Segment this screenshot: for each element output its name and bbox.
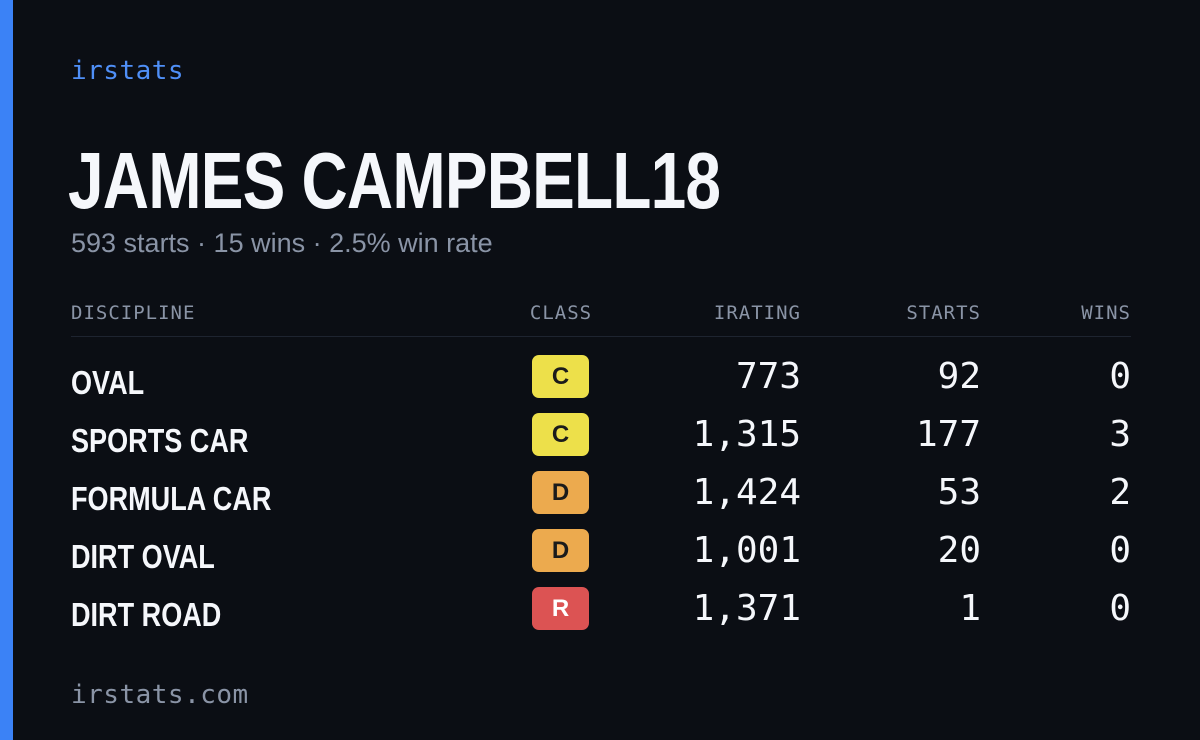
irating-value: 1,424 <box>692 472 801 513</box>
driver-summary: 593 starts · 15 wins · 2.5% win rate <box>71 228 493 258</box>
starts-value: 53 <box>937 472 981 513</box>
wins-value: 2 <box>1109 472 1131 513</box>
table-row: DIRT ROAD R 1,371 1 0 <box>71 585 1131 643</box>
table-row: SPORTS CAR C 1,315 177 3 <box>71 411 1131 469</box>
class-badge: C <box>532 413 589 456</box>
irating-value: 1,315 <box>692 414 801 455</box>
stats-table: DISCIPLINE CLASS IRATING STARTS WINS OVA… <box>71 300 1131 643</box>
wins-value: 0 <box>1109 356 1131 397</box>
discipline-name: OVAL <box>71 364 145 401</box>
header-irating: IRATING <box>713 302 801 324</box>
class-badge: D <box>532 529 589 572</box>
header-wins: WINS <box>1081 302 1131 324</box>
footer-url: irstats.com <box>71 680 249 710</box>
accent-bar <box>0 0 13 740</box>
header-discipline: DISCIPLINE <box>71 302 196 324</box>
discipline-name: FORMULA CAR <box>71 480 272 517</box>
table-header: DISCIPLINE CLASS IRATING STARTS WINS <box>71 300 1131 337</box>
wins-value: 0 <box>1109 588 1131 629</box>
class-badge: R <box>532 587 589 630</box>
header-class: CLASS <box>529 302 593 324</box>
irating-value: 1,371 <box>692 588 801 629</box>
starts-value: 20 <box>937 530 981 571</box>
header-starts: STARTS <box>906 302 981 324</box>
table-row: DIRT OVAL D 1,001 20 0 <box>71 527 1131 585</box>
irating-value: 1,001 <box>692 530 801 571</box>
discipline-name: DIRT OVAL <box>71 538 215 575</box>
starts-value: 1 <box>959 588 981 629</box>
starts-value: 177 <box>915 414 981 455</box>
driver-name: JAMES CAMPBELL18 <box>68 136 721 225</box>
discipline-name: SPORTS CAR <box>71 422 249 459</box>
wins-value: 0 <box>1109 530 1131 571</box>
wins-value: 3 <box>1109 414 1131 455</box>
irating-value: 773 <box>735 356 801 397</box>
brand-logo: irstats <box>71 56 185 86</box>
table-row: FORMULA CAR D 1,424 53 2 <box>71 469 1131 527</box>
table-row: OVAL C 773 92 0 <box>71 353 1131 411</box>
discipline-name: DIRT ROAD <box>71 596 222 633</box>
table-body: OVAL C 773 92 0 SPORTS CAR C 1,315 177 3… <box>71 353 1131 643</box>
class-badge: C <box>532 355 589 398</box>
starts-value: 92 <box>937 356 981 397</box>
class-badge: D <box>532 471 589 514</box>
